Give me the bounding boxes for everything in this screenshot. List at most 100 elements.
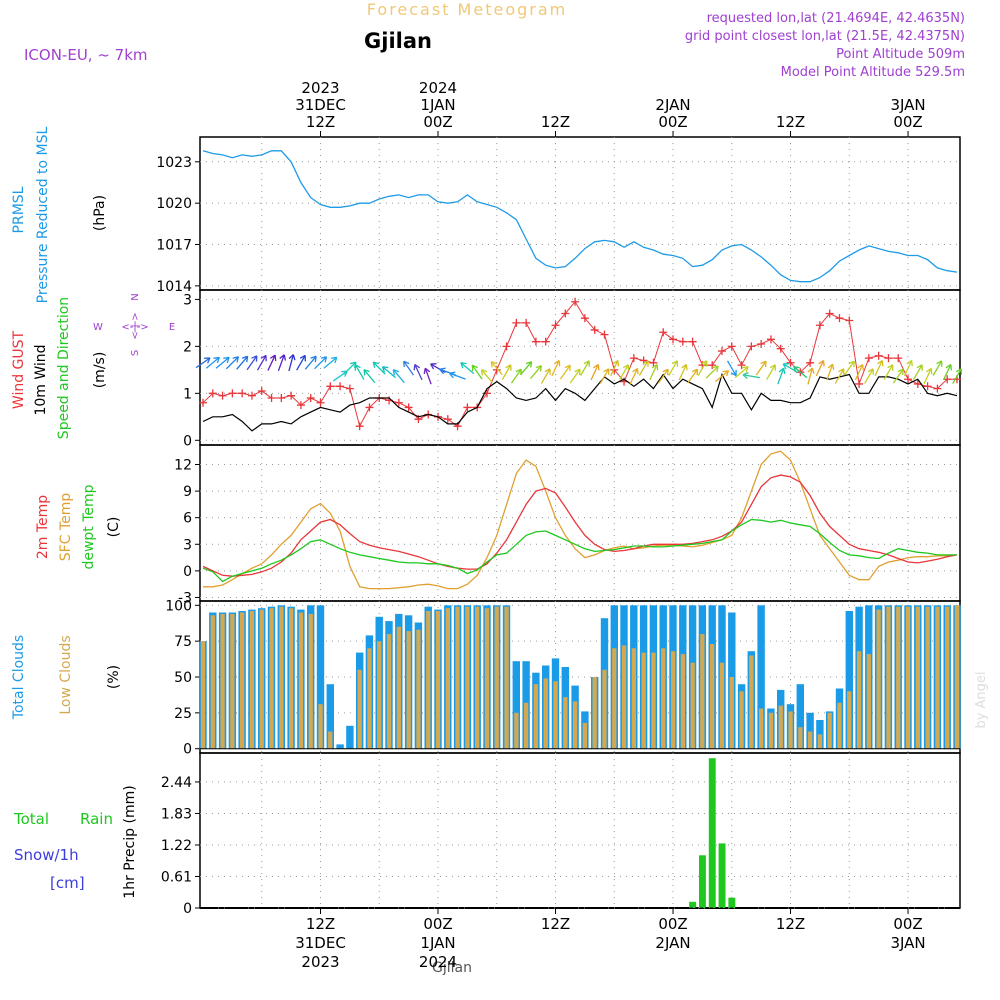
total-cloud-bar [512, 661, 520, 749]
wind-arrow-shaft [726, 360, 737, 376]
low-cloud-bar [945, 606, 950, 749]
wind-arrow-head [553, 359, 561, 367]
wind-arrow [599, 368, 610, 384]
low-cloud-bar [504, 606, 509, 749]
wind-arrow [874, 359, 884, 377]
wind-arrow [288, 354, 296, 372]
wind-arrow [540, 368, 551, 384]
low-cloud-bar [367, 648, 372, 749]
gust-marker [825, 309, 834, 318]
wind-arrow [256, 354, 267, 371]
wind-arrow-head [449, 371, 456, 379]
wind-arrow [668, 360, 679, 376]
temp-frame [199, 444, 961, 602]
wind-arrow-shaft [551, 360, 560, 377]
low-cloud-bar [602, 669, 607, 749]
low-cloud-bar [915, 606, 920, 749]
wind-arrow-shaft [414, 364, 423, 381]
clouds-unit: (%) [106, 665, 122, 689]
pressure-ytick-label: 1014 [156, 279, 192, 295]
low-cloud-bar [866, 654, 871, 749]
wind-arrow [580, 360, 590, 376]
gust-marker [443, 415, 452, 424]
gust-marker [757, 340, 766, 349]
wind-arrow-head [460, 362, 467, 369]
gust-marker [306, 394, 315, 403]
wind-arrow-head [848, 360, 855, 368]
gust-marker [277, 394, 286, 403]
wind-arrow-head [730, 369, 737, 377]
gust-marker [522, 318, 531, 327]
wind-arrow-head [439, 367, 446, 375]
wind-arrow-head [681, 363, 688, 371]
rain-bar [728, 897, 736, 908]
wind-arrow-head [279, 354, 287, 361]
wind-arrow-shaft [923, 368, 932, 385]
gust-marker [502, 342, 511, 351]
gust-marker [708, 361, 717, 370]
model-altitude: Model Point Altitude 529.5m [781, 65, 965, 80]
gust-marker [551, 321, 560, 330]
low-cloud-bar [328, 731, 333, 749]
wind-arrow [510, 368, 522, 384]
wind-arrow-head [392, 369, 400, 376]
wind-arrow [215, 356, 230, 369]
gust-marker [492, 365, 501, 374]
low-cloud-bar [259, 609, 264, 749]
wind-arrow [343, 361, 357, 375]
wind-arrow [480, 369, 493, 384]
wind-arrow-head [288, 354, 296, 361]
wind-arrow-shaft [815, 360, 825, 377]
gust-marker [678, 337, 687, 346]
temp-ytick-label: 0 [183, 564, 192, 580]
low-cloud-bar [357, 669, 362, 749]
wind-arrow-head [782, 363, 790, 370]
wind-arrow-shaft [834, 368, 845, 384]
wind-arrow [551, 359, 561, 377]
panels: 10141017102010230123-3036912025507510000… [156, 136, 962, 917]
wind-arrow-shaft [883, 364, 894, 380]
wind-arrow [205, 356, 220, 369]
wind-arrow-shaft [354, 364, 365, 380]
wind-arrow-head [320, 356, 328, 363]
wind-arrow [903, 359, 913, 377]
wind-arrow-shaft [892, 368, 904, 384]
gust-marker [649, 358, 658, 367]
wind-arrow [381, 366, 396, 379]
low-cloud-bar [269, 608, 274, 749]
gust-marker [365, 403, 374, 412]
wind-arrow-head [945, 363, 953, 371]
wind-arrow-shaft [559, 364, 571, 380]
low-cloud-bar [406, 631, 411, 749]
wind-arrow-shaft [715, 370, 729, 383]
gust-marker [296, 401, 305, 410]
wind-arrow-head [299, 354, 306, 362]
wind-arrow-head [574, 368, 581, 376]
wind-arrow-shaft [793, 366, 808, 379]
wind-arrow-head [505, 364, 512, 371]
wind-arrow-shaft [742, 374, 760, 379]
low-cloud-bar [651, 652, 656, 749]
clouds-ytick-label: 0 [183, 742, 192, 758]
rain-bar [689, 901, 697, 908]
wind-arrow-shaft [296, 355, 306, 371]
wind-arrow-shaft [734, 366, 749, 379]
low-cloud-bar [543, 678, 548, 749]
temp-2m-label: 2m Temp [35, 495, 51, 559]
top-axis-label: 00Z [893, 113, 922, 131]
wind-unit: (m/s) [92, 352, 108, 389]
gust-marker [933, 384, 942, 393]
gust-marker [776, 344, 785, 353]
low-cloud-bar [690, 662, 695, 749]
wind-arrow-head [403, 360, 410, 368]
gust-marker [218, 391, 227, 400]
wind-arrow-head [204, 357, 211, 364]
wind-arrow [638, 360, 649, 376]
wind-arrow-shaft [225, 356, 239, 370]
gust-marker [815, 321, 824, 330]
wind-arrow-head [330, 356, 338, 364]
low-cloud-bar [249, 611, 255, 749]
wind-arrow-head [223, 356, 230, 364]
